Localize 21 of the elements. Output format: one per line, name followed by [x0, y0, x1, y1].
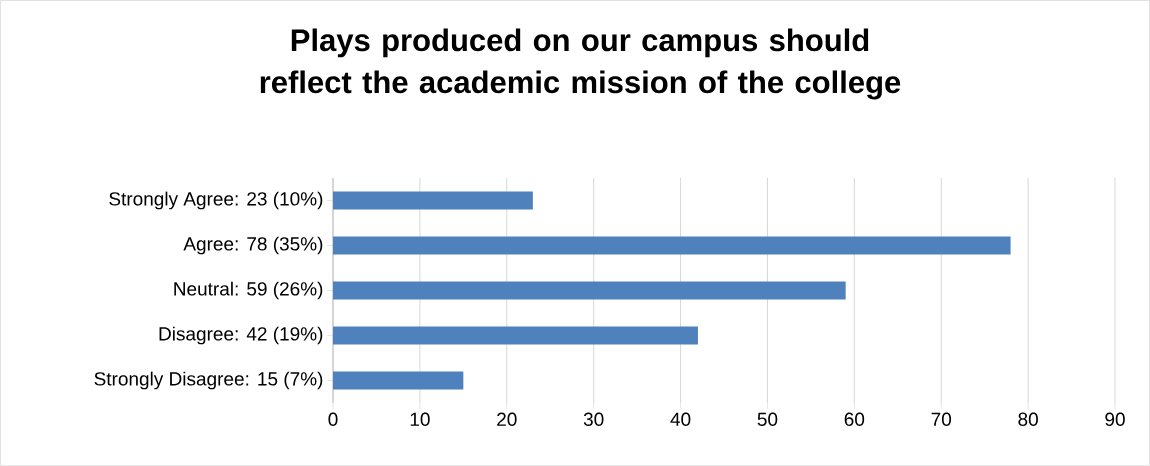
x-tick-label: 50 [757, 412, 778, 426]
x-tick-label: 80 [1018, 412, 1038, 426]
x-tick-label: 20 [497, 412, 517, 426]
chart-title: Plays produced on our campus should reflect the academic mission of the college [260, 28, 901, 100]
x-tick-label: 60 [844, 412, 865, 426]
y-tick-label: Agree: 78 (35%) [183, 236, 323, 255]
x-tick-label: 30 [583, 412, 604, 426]
x-tick-label: 10 [410, 412, 430, 426]
bar [333, 326, 698, 345]
y-tick-label: Strongly Disagree: 15 (7%) [94, 371, 323, 390]
bar [333, 281, 846, 300]
bar [333, 191, 533, 210]
x-tick-label: 40 [670, 412, 691, 426]
bar [333, 371, 464, 390]
x-tick-label: 90 [1105, 412, 1125, 426]
x-tick-label: 70 [931, 412, 952, 426]
y-tick-label: Neutral: 59 (26%) [174, 281, 323, 300]
y-tick-label: Strongly Agree: 23 (10%) [109, 191, 323, 210]
x-tick-label: 0 [328, 412, 338, 426]
bar [333, 236, 1011, 255]
y-tick-label: Disagree: 42 (19%) [159, 326, 323, 345]
